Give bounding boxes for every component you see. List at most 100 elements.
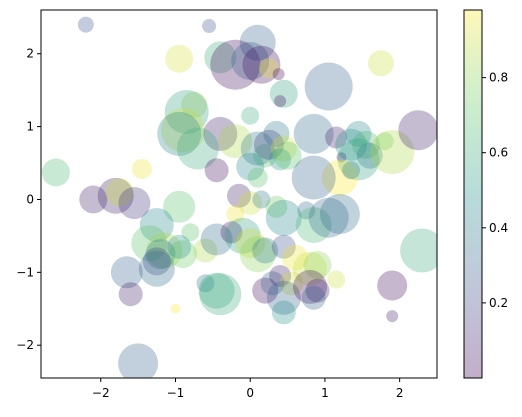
scatter-points [41, 16, 437, 378]
scatter-point [252, 277, 279, 304]
scatter-point [291, 155, 336, 200]
scatter-point [238, 191, 263, 216]
scatter-point [335, 128, 368, 161]
scatter-point [368, 50, 394, 77]
scatter-point [79, 185, 108, 214]
y-tick-label: 1 [26, 120, 34, 134]
scatter-point [327, 270, 346, 289]
colorbar [463, 9, 483, 379]
scatter-point [142, 247, 171, 276]
scatter-point [377, 270, 408, 301]
scatter-point [266, 280, 301, 315]
scatter-point [375, 132, 394, 151]
scatter-point [157, 111, 202, 156]
scatter-point [196, 274, 215, 293]
scatter-point [139, 208, 174, 242]
scatter-point [400, 228, 437, 273]
scatter-point [239, 236, 276, 273]
scatter-point [224, 217, 261, 254]
scatter-point [97, 177, 134, 214]
scatter-point [227, 183, 251, 208]
scatter-point [305, 278, 330, 303]
scatter-point [336, 152, 347, 163]
scatter-point [202, 19, 217, 33]
scatter-point [240, 131, 275, 166]
scatter-point [260, 271, 285, 296]
y-tick-label: −1 [16, 265, 34, 279]
scatter-point [220, 221, 243, 244]
scatter-point [239, 24, 276, 61]
y-tick-label: 0 [26, 192, 34, 206]
scatter-point [164, 90, 209, 134]
scatter-point [231, 42, 270, 80]
y-tick-label: −2 [16, 338, 34, 352]
x-tick-label: 2 [396, 386, 404, 400]
scatter-point [271, 234, 296, 259]
scatter-point [370, 130, 415, 175]
scatter-point [293, 251, 327, 286]
scatter-point [319, 194, 360, 234]
scatter-point [252, 190, 271, 209]
scatter-point [200, 223, 233, 256]
colorbar-axis: 0.2 0.4 0.6 0.8 [482, 71, 508, 310]
scatter-point [169, 240, 197, 269]
scatter-point [303, 251, 332, 279]
scatter-point [345, 120, 372, 147]
scatter-point [241, 106, 260, 125]
scatter-point [271, 300, 296, 325]
scatter-point [253, 143, 278, 168]
scatter-point [270, 135, 297, 162]
scatter-point [203, 116, 238, 151]
colorbar-tick-label: 0.4 [489, 221, 508, 235]
scatter-point [386, 310, 399, 323]
scatter-point [325, 126, 348, 149]
scatter-point [236, 152, 265, 181]
y-tick-label: 2 [26, 47, 34, 61]
scatter-point [263, 120, 290, 147]
colorbar-tick-label: 0.8 [489, 71, 508, 85]
scatter-point [269, 265, 292, 287]
scatter-point [304, 62, 353, 111]
scatter-point [252, 237, 279, 264]
scatter-point [273, 141, 302, 170]
scatter-point [265, 195, 288, 218]
scatter-point [247, 167, 268, 188]
colorbar-tick-label: 0.2 [489, 296, 508, 310]
scatter-point [297, 201, 316, 220]
scatter-point [41, 158, 70, 187]
x-tick-label: 1 [321, 386, 329, 400]
x-axis: −2 −1 0 1 2 [92, 378, 404, 400]
scatter-point [165, 44, 194, 73]
scatter-point [282, 244, 308, 271]
scatter-point [131, 225, 168, 262]
scatter-point [242, 45, 281, 84]
scatter-point [272, 68, 285, 81]
scatter-point [193, 238, 218, 263]
scatter-point [258, 58, 279, 79]
scatter-point [118, 343, 159, 378]
scatter-point [181, 91, 208, 118]
scatter-point [145, 239, 176, 270]
scatter-point [199, 273, 242, 316]
scatter-point [301, 285, 326, 310]
scatter-point [352, 130, 380, 159]
scatter-point [170, 303, 181, 314]
scatter-point [295, 207, 332, 243]
scatter-point [321, 159, 358, 196]
scatter-point [181, 223, 200, 242]
scatter-point [269, 148, 292, 171]
scatter-point [337, 138, 380, 181]
scatter-point [265, 199, 302, 236]
scatter-point [253, 129, 284, 160]
scatter-point [204, 158, 229, 183]
scatter-point [342, 161, 361, 180]
scatter-point [77, 16, 94, 33]
x-tick-label: −2 [92, 386, 110, 400]
scatter-point [218, 124, 253, 159]
scatter-point [198, 272, 235, 309]
scatter-point [118, 187, 151, 220]
scatter-point [167, 234, 192, 259]
scatter-point [138, 250, 175, 287]
x-tick-label: 0 [246, 386, 254, 400]
plot-frame [40, 9, 438, 379]
